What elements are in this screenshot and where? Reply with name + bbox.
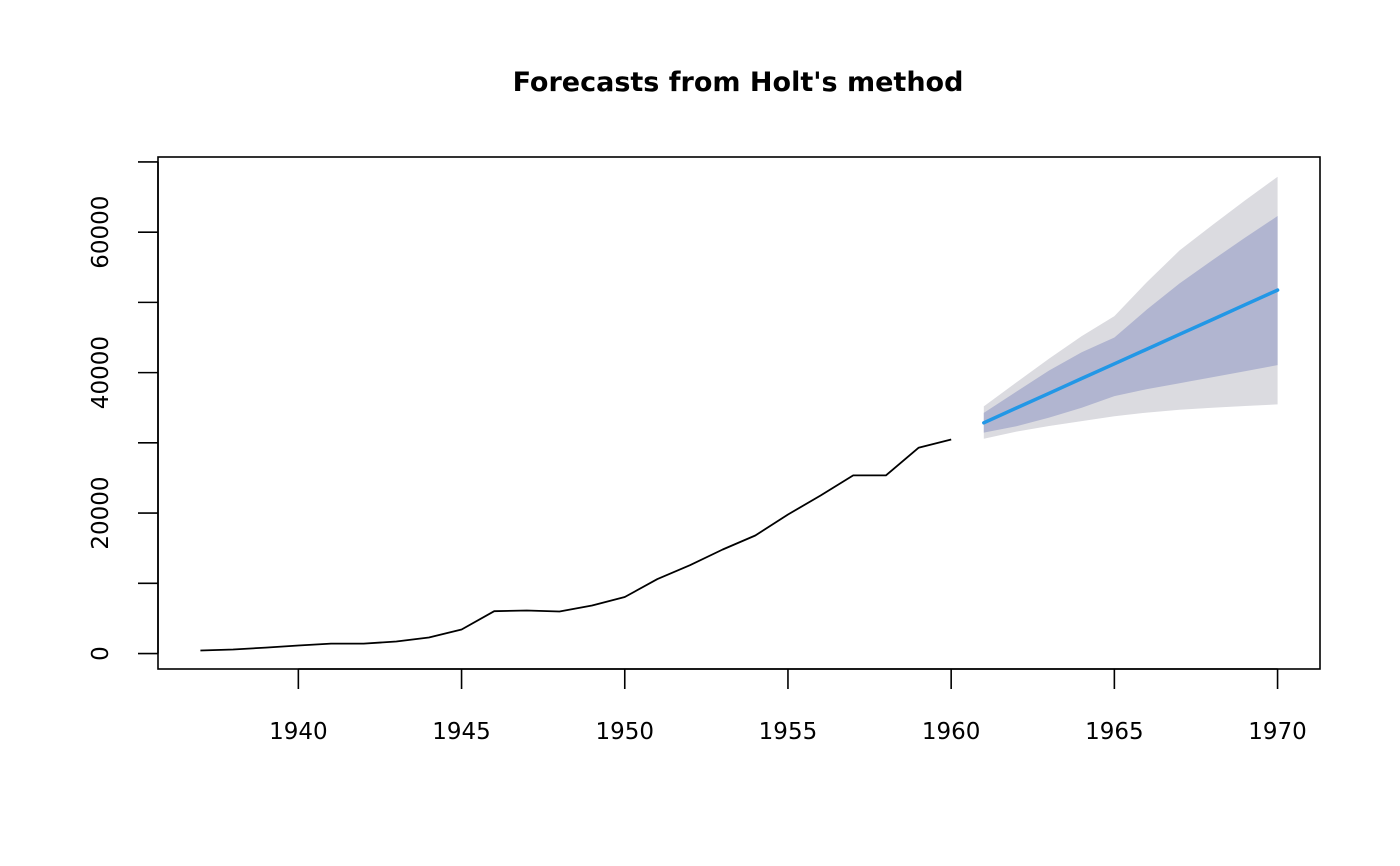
x-tick-label: 1955 [759, 719, 818, 745]
observed-series-line [200, 438, 952, 652]
series-lines [200, 288, 1280, 652]
y-tick-label: 40000 [88, 336, 114, 409]
forecast-mean-line [982, 288, 1280, 425]
x-tick-label: 1950 [595, 719, 654, 745]
plot-frame [157, 156, 1321, 670]
x-tick-label: 1940 [269, 719, 328, 745]
x-tick-label: 1960 [922, 719, 981, 745]
y-tick-label: 0 [88, 646, 114, 661]
y-axis: 0 20000 40000 60000 [88, 161, 159, 661]
x-axis: 1940 1945 1950 1955 1960 1965 1970 [269, 668, 1307, 745]
interval-80-band [983, 216, 1278, 433]
x-tick-label: 1945 [432, 719, 491, 745]
y-tick-label: 60000 [88, 196, 114, 269]
x-tick-label: 1970 [1248, 719, 1307, 745]
prediction-intervals [983, 176, 1278, 439]
chart-title: Forecasts from Holt's method [513, 67, 964, 98]
x-tick-label: 1965 [1085, 719, 1144, 745]
y-tick-label: 20000 [88, 476, 114, 549]
